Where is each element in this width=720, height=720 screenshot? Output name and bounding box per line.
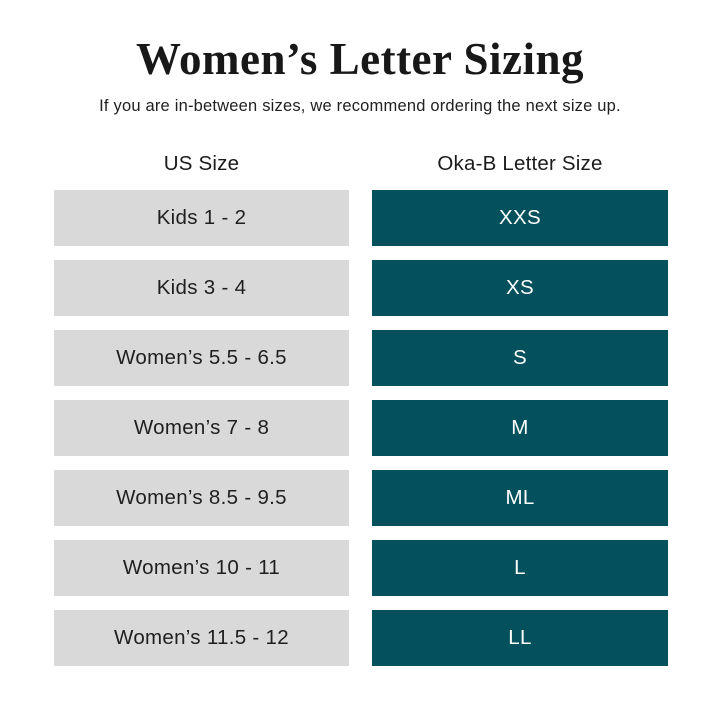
us-size-cell: Women’s 10 - 11 bbox=[54, 540, 349, 597]
table-row: Kids 1 - 2 XXS bbox=[54, 190, 668, 247]
table-row: Women’s 5.5 - 6.5 S bbox=[54, 330, 668, 387]
us-size-label: Kids 3 - 4 bbox=[156, 276, 247, 300]
us-size-label: Kids 1 - 2 bbox=[156, 206, 247, 230]
table-row: Women’s 7 - 8 M bbox=[54, 400, 668, 457]
us-size-cell: Women’s 5.5 - 6.5 bbox=[54, 330, 349, 387]
us-size-label: Women’s 11.5 - 12 bbox=[114, 626, 289, 650]
us-size-cell: Kids 1 - 2 bbox=[54, 190, 349, 247]
letter-size-label: M bbox=[511, 416, 529, 440]
column-header-row: US Size Oka-B Letter Size bbox=[54, 152, 668, 176]
sizing-table-rows: Kids 1 - 2 XXS Kids 3 - 4 XS Women’s 5.5… bbox=[0, 190, 720, 667]
table-row: Kids 3 - 4 XS bbox=[54, 260, 668, 317]
page-subtitle: If you are in-between sizes, we recommen… bbox=[99, 97, 621, 115]
letter-size-label: ML bbox=[505, 486, 535, 510]
column-header-us-size: US Size bbox=[163, 152, 240, 176]
table-row: Women’s 10 - 11 L bbox=[54, 540, 668, 597]
page-title: Women’s Letter Sizing bbox=[136, 34, 584, 84]
table-row: Women’s 11.5 - 12 LL bbox=[54, 610, 668, 667]
letter-size-cell: XXS bbox=[372, 190, 668, 247]
letter-size-cell: S bbox=[372, 330, 668, 387]
letter-size-label: S bbox=[513, 346, 527, 370]
us-size-label: Women’s 5.5 - 6.5 bbox=[116, 346, 287, 370]
column-header-letter-size: Oka-B Letter Size bbox=[437, 152, 603, 176]
us-size-cell: Kids 3 - 4 bbox=[54, 260, 349, 317]
us-size-label: Women’s 8.5 - 9.5 bbox=[116, 486, 287, 510]
letter-size-label: XS bbox=[506, 276, 534, 300]
letter-size-label: L bbox=[514, 556, 526, 580]
us-size-cell: Women’s 7 - 8 bbox=[54, 400, 349, 457]
letter-size-cell: LL bbox=[372, 610, 668, 667]
us-size-cell: Women’s 11.5 - 12 bbox=[54, 610, 349, 667]
us-size-label: Women’s 10 - 11 bbox=[122, 556, 281, 580]
table-row: Women’s 8.5 - 9.5 ML bbox=[54, 470, 668, 527]
letter-size-cell: L bbox=[372, 540, 668, 597]
us-size-cell: Women’s 8.5 - 9.5 bbox=[54, 470, 349, 527]
letter-size-cell: M bbox=[372, 400, 668, 457]
letter-size-label: LL bbox=[508, 626, 532, 650]
us-size-label: Women’s 7 - 8 bbox=[133, 416, 270, 440]
letter-size-label: XXS bbox=[499, 206, 541, 230]
letter-size-cell: ML bbox=[372, 470, 668, 527]
letter-size-cell: XS bbox=[372, 260, 668, 317]
